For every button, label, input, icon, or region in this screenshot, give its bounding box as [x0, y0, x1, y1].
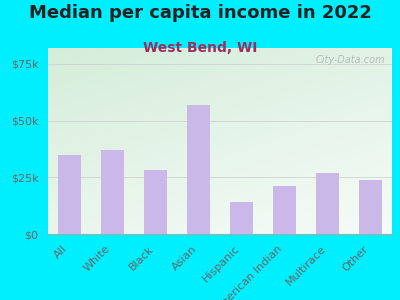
Text: Median per capita income in 2022: Median per capita income in 2022 [28, 4, 372, 22]
Bar [273, 186, 296, 234]
Bar [230, 202, 253, 234]
Bar [58, 154, 81, 234]
Bar [316, 173, 339, 234]
Bar [359, 180, 382, 234]
Bar [187, 105, 210, 234]
Text: City-Data.com: City-Data.com [316, 56, 385, 65]
Bar [101, 150, 124, 234]
Text: West Bend, WI: West Bend, WI [143, 40, 257, 55]
Bar [144, 170, 167, 234]
